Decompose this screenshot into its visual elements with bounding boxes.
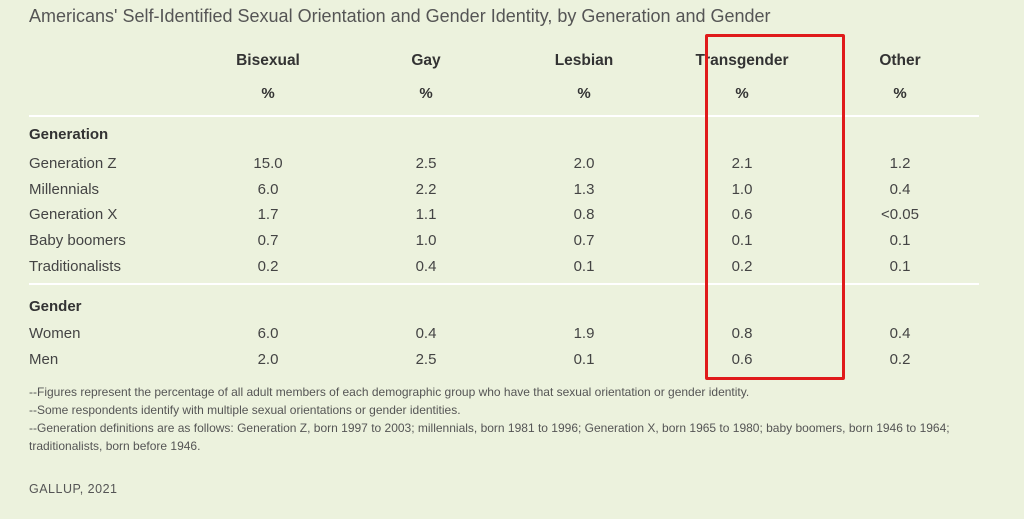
table-cell: 0.4 xyxy=(415,257,437,275)
table-cell: 0.4 xyxy=(889,325,911,343)
unit-label: % xyxy=(577,84,591,102)
unit-label: % xyxy=(735,84,749,102)
table-cell: 0.1 xyxy=(731,232,753,250)
footnote: --Some respondents identify with multipl… xyxy=(29,403,461,417)
table-cell: 2.1 xyxy=(731,155,753,173)
table-cell: 0.2 xyxy=(731,257,753,275)
table-row: Generation Z 15.0 2.5 2.0 2.1 1.2 xyxy=(29,151,979,177)
table-cell: 0.2 xyxy=(889,350,911,368)
row-label: Traditionalists xyxy=(29,257,121,275)
table-cell: 0.1 xyxy=(573,350,595,368)
chart-title: Americans' Self-Identified Sexual Orient… xyxy=(29,6,771,26)
table-row: Women 6.0 0.4 1.9 0.8 0.4 xyxy=(29,321,979,347)
table-cell: 0.8 xyxy=(731,325,753,343)
table-cell: 0.2 xyxy=(257,257,279,275)
table-cell: 6.0 xyxy=(257,325,279,343)
table-cell: 1.0 xyxy=(731,180,753,198)
table-cell: 0.1 xyxy=(889,232,911,250)
table-cell: 1.3 xyxy=(573,180,595,198)
data-table: Bisexual Gay Lesbian Transgender Other %… xyxy=(29,45,979,372)
row-label: Generation X xyxy=(29,206,118,224)
table-cell: 0.4 xyxy=(415,325,437,343)
table-row: Millennials 6.0 2.2 1.3 1.0 0.4 xyxy=(29,177,979,203)
header-divider xyxy=(29,109,979,117)
section-header-gender: Gender xyxy=(29,298,82,316)
corner-cell xyxy=(29,45,189,77)
table-cell: 1.7 xyxy=(257,206,279,224)
table-cell: 0.1 xyxy=(573,257,595,275)
footnotes: --Figures represent the percentage of al… xyxy=(29,383,999,455)
row-label: Generation Z xyxy=(29,155,117,173)
table-cell: 0.8 xyxy=(573,206,595,224)
row-label: Men xyxy=(29,350,59,368)
unit-label: % xyxy=(419,84,433,102)
row-label: Baby boomers xyxy=(29,232,126,250)
table-cell: 0.1 xyxy=(889,257,911,275)
table-cell: <0.05 xyxy=(881,206,919,224)
table-cell: 0.7 xyxy=(573,232,595,250)
table-cell: 0.4 xyxy=(889,180,911,198)
table-row: Baby boomers 0.7 1.0 0.7 0.1 0.1 xyxy=(29,228,979,254)
transgender-column-highlight xyxy=(705,34,845,380)
row-label: Millennials xyxy=(29,180,100,198)
table-cell: 1.0 xyxy=(415,232,437,250)
table-cell: 2.5 xyxy=(415,350,437,368)
table-row: Men 2.0 2.5 0.1 0.6 0.2 xyxy=(29,347,979,373)
unit-label: % xyxy=(893,84,907,102)
table-cell: 0.6 xyxy=(731,206,753,224)
column-header-gay: Gay xyxy=(411,52,441,69)
table-row: Generation X 1.7 1.1 0.8 0.6 <0.05 xyxy=(29,202,979,228)
table-cell: 1.9 xyxy=(573,325,595,343)
table-cell: 0.7 xyxy=(257,232,279,250)
unit-corner-cell xyxy=(29,77,189,109)
footnote: --Figures represent the percentage of al… xyxy=(29,385,750,399)
table-cell: 2.0 xyxy=(257,350,279,368)
table-cell: 2.5 xyxy=(415,155,437,173)
table-cell: 2.0 xyxy=(573,155,595,173)
table-cell: 15.0 xyxy=(253,155,283,173)
section-header-generation: Generation xyxy=(29,125,109,143)
table-cell: 1.1 xyxy=(415,206,437,224)
column-header-transgender: Transgender xyxy=(695,52,789,69)
table-cell: 2.2 xyxy=(415,180,437,198)
source-credit: GALLUP, 2021 xyxy=(29,482,118,496)
unit-label: % xyxy=(261,84,275,102)
table-cell: 0.6 xyxy=(731,350,753,368)
row-label: Women xyxy=(29,325,81,343)
column-header-lesbian: Lesbian xyxy=(554,52,614,69)
column-header-other: Other xyxy=(879,52,921,69)
column-header-bisexual: Bisexual xyxy=(236,52,300,69)
table-cell: 1.2 xyxy=(889,155,911,173)
section-divider xyxy=(29,278,979,285)
table-row: Traditionalists 0.2 0.4 0.1 0.2 0.1 xyxy=(29,253,979,279)
table-cell: 6.0 xyxy=(257,180,279,198)
footnote: --Generation definitions are as follows:… xyxy=(29,421,950,453)
